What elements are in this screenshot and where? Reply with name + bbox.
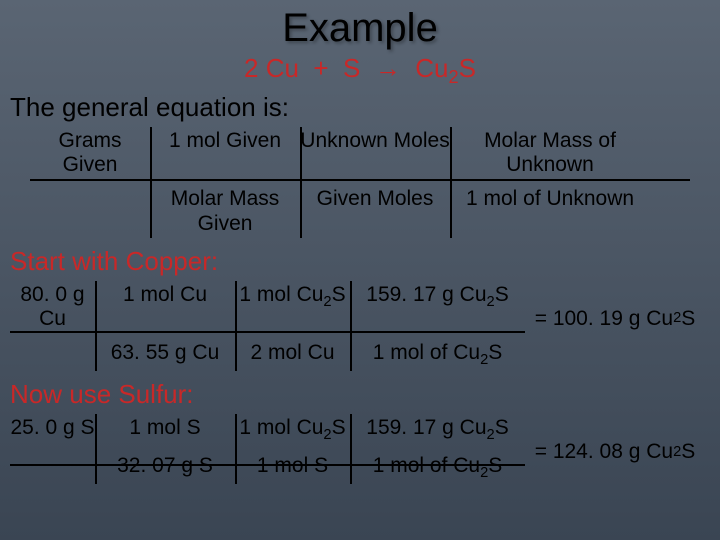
cop-r1c4: 159. 17 g Cu2S <box>350 281 525 333</box>
gen-r2c4: 1 mol of Unknown <box>450 185 650 237</box>
sul-r1c3: 1 mol Cu2S <box>235 414 350 446</box>
cop-result: = 100. 19 g Cu2S <box>525 305 705 333</box>
sul-r1c1: 25. 0 g S <box>10 414 95 446</box>
gen-r1c1: Grams Given <box>30 127 150 179</box>
cop-r2c2: 63. 55 g Cu <box>95 339 235 371</box>
sul-r1c2: 1 mol S <box>95 414 235 446</box>
chemical-equation: 2 Cu + S → Cu2S <box>0 53 720 88</box>
sul-r2c4: 1 mol of Cu2S <box>350 452 525 484</box>
gen-r1c2: 1 mol Given <box>150 127 300 179</box>
sul-result: = 124. 08 g Cu2S <box>525 438 705 466</box>
copper-grid: 80. 0 g Cu 1 mol Cu 1 mol Cu2S 159. 17 g… <box>10 281 720 371</box>
cop-r1c3: 1 mol Cu2S <box>235 281 350 333</box>
sul-r1c4: 159. 17 g Cu2S <box>350 414 525 446</box>
general-equation-grid: Grams Given 1 mol Given Unknown Moles Mo… <box>30 127 710 238</box>
sul-r2c3: 1 mol S <box>235 452 350 484</box>
slide-title: Example <box>0 0 720 51</box>
cop-r2c3: 2 mol Cu <box>235 339 350 371</box>
cop-r1c2: 1 mol Cu <box>95 281 235 333</box>
copper-heading: Start with Copper: <box>10 246 720 277</box>
sulfur-grid: 25. 0 g S 1 mol S 1 mol Cu2S 159. 17 g C… <box>10 414 720 484</box>
gen-r2c3: Given Moles <box>300 185 450 237</box>
cop-r2c4: 1 mol of Cu2S <box>350 339 525 371</box>
cop-r2c1 <box>10 339 95 371</box>
gen-r1c3: Unknown Moles <box>300 127 450 179</box>
gen-r2c1 <box>30 185 150 237</box>
general-heading: The general equation is: <box>10 92 720 123</box>
gen-r2c2: Molar Mass Given <box>150 185 300 237</box>
cop-r1c1: 80. 0 g Cu <box>10 281 95 333</box>
sul-r2c2: 32. 07 g S <box>95 452 235 484</box>
sul-r2c1 <box>10 452 95 484</box>
sulfur-heading: Now use Sulfur: <box>10 379 720 410</box>
gen-r1c4: Molar Mass of Unknown <box>450 127 650 179</box>
